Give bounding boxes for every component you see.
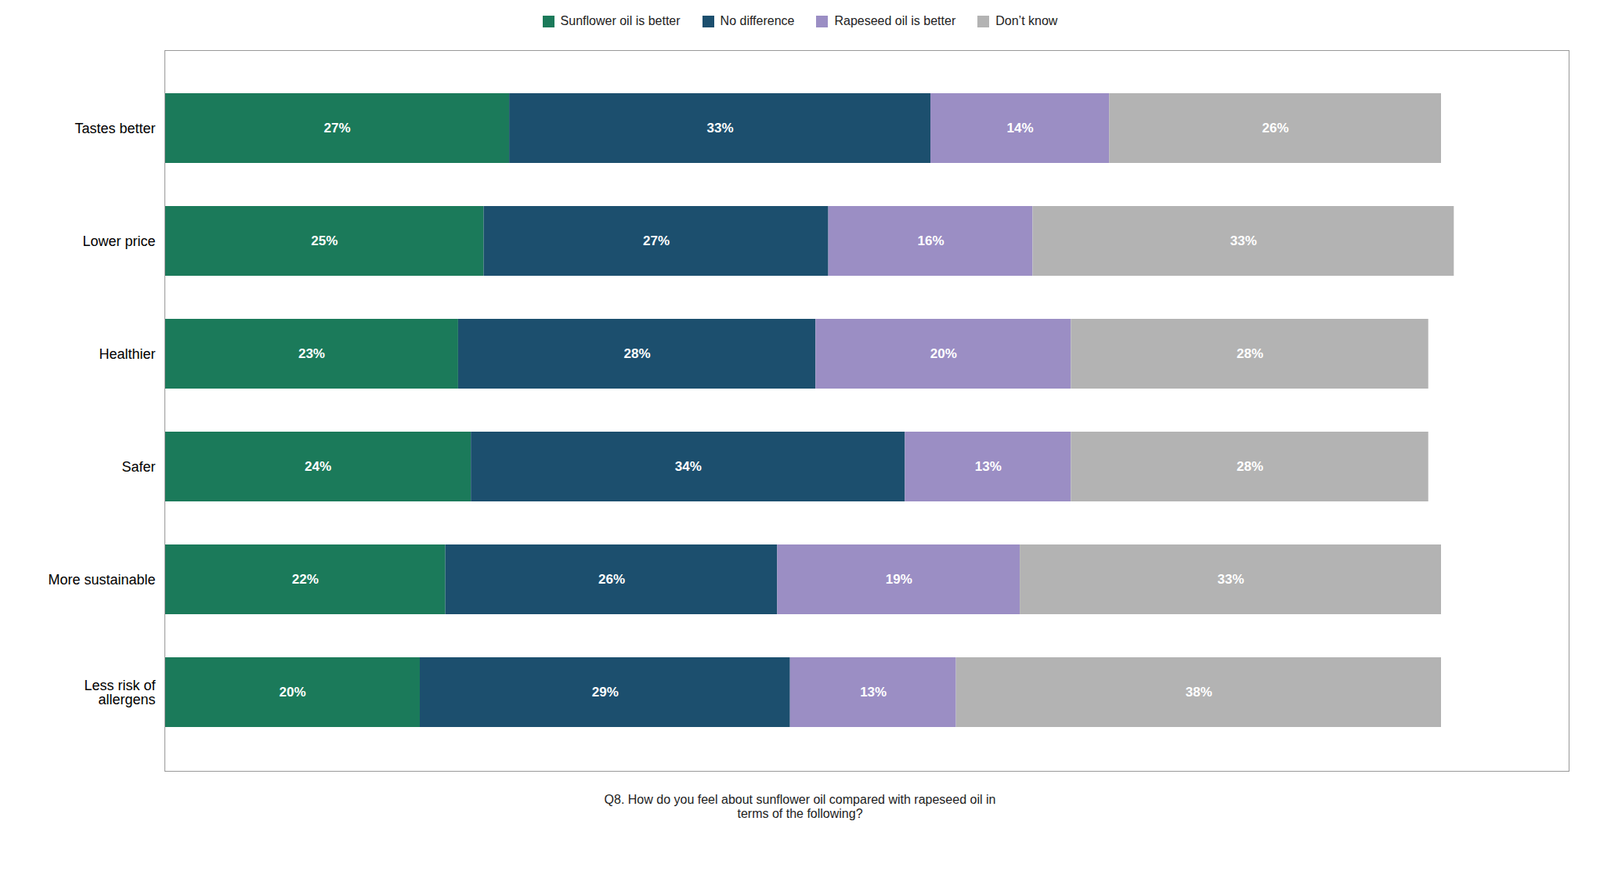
svg-text:Less risk ofallergens: Less risk ofallergens — [83, 677, 156, 708]
svg-text:33%: 33% — [1230, 233, 1257, 249]
svg-text:Lower price: Lower price — [82, 233, 156, 250]
svg-text:28%: 28% — [1236, 346, 1264, 362]
svg-text:29%: 29% — [592, 684, 619, 700]
svg-text:28%: 28% — [1236, 458, 1264, 474]
svg-text:19%: 19% — [885, 571, 913, 587]
html-text:Rapeseed oil is better: Rapeseed oil is better — [834, 14, 956, 28]
svg-text:22%: 22% — [292, 571, 319, 587]
svg-text:38%: 38% — [1185, 684, 1213, 700]
svg-text:13%: 13% — [859, 684, 887, 700]
svg-text:Tastes better: Tastes better — [74, 120, 156, 137]
svg-text:25%: 25% — [310, 233, 338, 249]
svg-text:More sustainable: More sustainable — [47, 571, 156, 588]
svg-text:24%: 24% — [304, 458, 332, 474]
html-text:Don’t know: Don’t know — [995, 14, 1058, 28]
svg-text:23%: 23% — [298, 346, 326, 362]
html-text:No difference: No difference — [720, 14, 795, 28]
svg-text:34%: 34% — [675, 458, 702, 474]
svg-text:14%: 14% — [1007, 120, 1034, 136]
svg-text:27%: 27% — [642, 233, 670, 249]
html-text:Sunflower oil is better: Sunflower oil is better — [560, 14, 681, 28]
svg-text:33%: 33% — [1217, 571, 1245, 587]
svg-text:33%: 33% — [707, 120, 734, 136]
svg-text:20%: 20% — [930, 346, 958, 362]
svg-text:13%: 13% — [975, 458, 1002, 474]
svg-text:26%: 26% — [1262, 120, 1290, 136]
svg-text:Safer: Safer — [121, 458, 156, 475]
svg-text:27%: 27% — [324, 120, 351, 136]
svg-text:20%: 20% — [278, 684, 306, 700]
svg-text:28%: 28% — [624, 346, 651, 362]
svg-text:16%: 16% — [917, 233, 944, 249]
svg-text:Healthier: Healthier — [98, 346, 156, 362]
svg-text:26%: 26% — [598, 571, 625, 587]
html-text:Q8. How do you feel about sunf: Q8. How do you feel about sunflower oil … — [604, 792, 996, 820]
